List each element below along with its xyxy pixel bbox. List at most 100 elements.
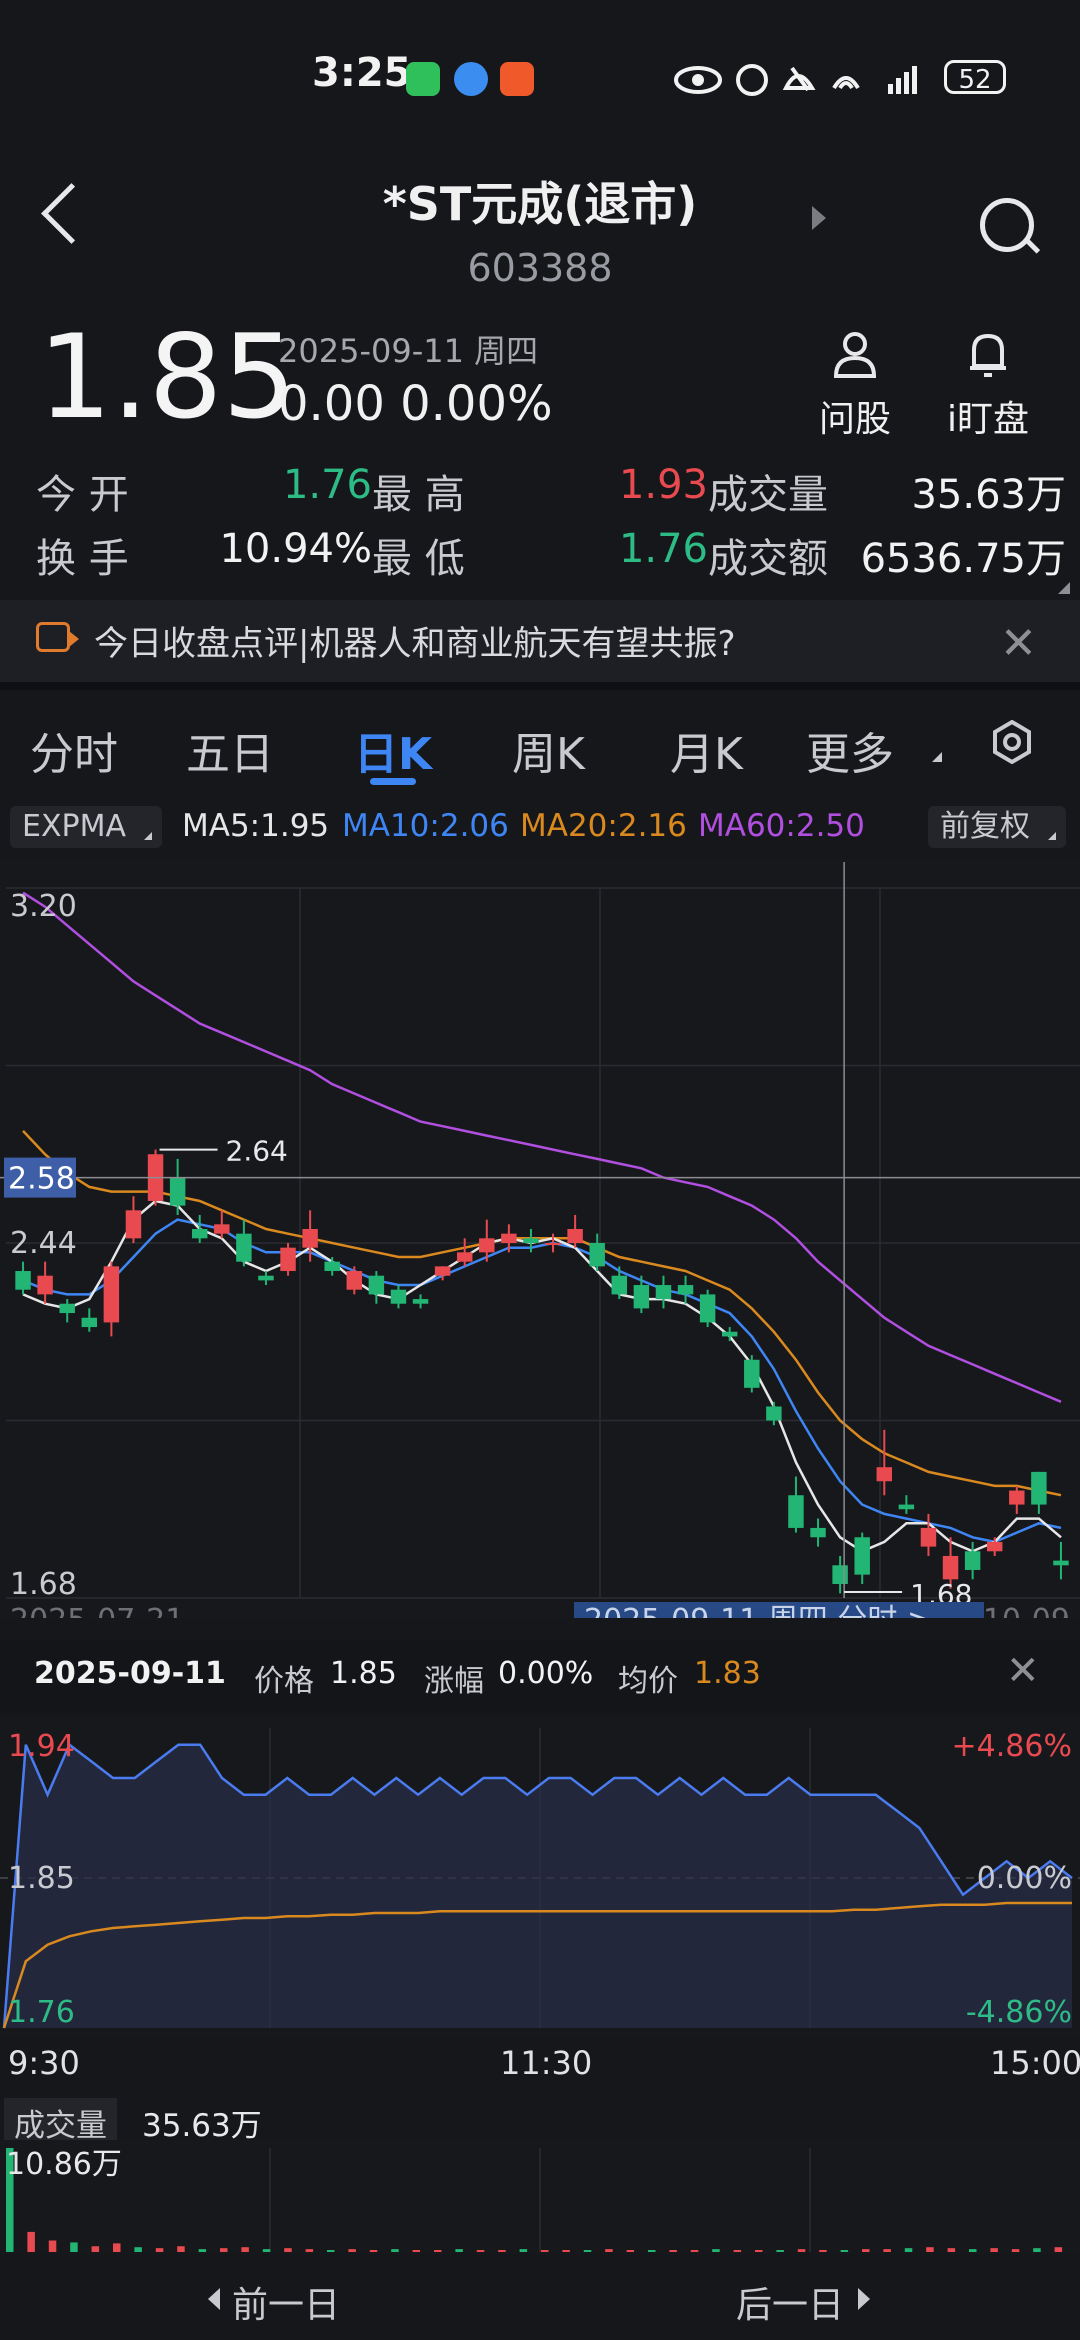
watch-button[interactable]: i盯盘 <box>946 399 1029 440</box>
candle-body <box>324 1261 340 1272</box>
volume-max-label: 10.86万 <box>6 2147 122 2182</box>
mute-icon <box>782 66 816 92</box>
candle-body <box>986 1541 1003 1552</box>
volume-bar <box>690 2250 699 2252</box>
candle-body <box>191 1228 208 1239</box>
candle-body <box>81 1317 98 1328</box>
close-intraday-icon[interactable]: ✕ <box>1006 1648 1040 1694</box>
next-stock-icon[interactable] <box>812 206 826 230</box>
volume-bar <box>262 2249 271 2252</box>
news-banner[interactable] <box>0 600 1080 682</box>
price-value: 1.85 <box>330 1656 397 1691</box>
tab-daily-k[interactable]: 日K <box>354 729 433 780</box>
stat-value: 35.63万 <box>911 472 1066 518</box>
x-tick-label: 11:30 <box>500 2044 593 2082</box>
candle-body <box>412 1299 429 1304</box>
candle-body <box>633 1285 650 1309</box>
volume-bar <box>48 2240 57 2252</box>
candle-body <box>103 1266 120 1323</box>
more-dropdown-icon[interactable] <box>932 752 942 762</box>
wechat-icon <box>406 62 440 96</box>
volume-total: 35.63万 <box>142 2108 262 2144</box>
adjust-select[interactable]: 前复权 <box>928 806 1066 848</box>
crosshair-date-box <box>574 1602 984 1618</box>
prev-arrow-icon[interactable] <box>208 2288 220 2310</box>
volume-bar <box>241 2247 249 2252</box>
candle-body <box>721 1331 738 1337</box>
alarm-icon <box>736 64 768 96</box>
volume-bar <box>712 2249 720 2252</box>
candle-body <box>854 1537 870 1575</box>
y-right-label: 0.00% <box>977 1861 1072 1896</box>
active-tab-underline <box>370 778 416 785</box>
candle-body <box>125 1210 142 1239</box>
candle-body <box>766 1406 782 1421</box>
indicator-select[interactable]: EXPMA <box>10 806 163 848</box>
stock-title: *ST元成(退市) <box>382 177 698 231</box>
volume-bar <box>348 2249 356 2252</box>
next-arrow-icon[interactable] <box>858 2288 870 2310</box>
volume-chart: 10.86万 <box>0 2140 1080 2254</box>
volume-bar <box>583 2250 592 2252</box>
tab-five-day[interactable]: 五日 <box>186 729 274 780</box>
y-left-label: 1.85 <box>8 1861 75 1896</box>
current-price: 1.85 <box>38 310 297 445</box>
stat-label: 最 低 <box>372 536 465 582</box>
ma5-line <box>22 1199 1062 1553</box>
ask-stock-icon[interactable] <box>832 330 878 380</box>
intraday-chart[interactable]: 1.94 1.85 1.76 +4.86% 0.00% -4.86% <box>0 1718 1080 2038</box>
candle-body <box>677 1285 694 1295</box>
volume-bar <box>434 2250 442 2252</box>
close-icon[interactable]: ✕ <box>1000 618 1037 669</box>
stock-code: 603388 <box>467 246 613 290</box>
x-tick-label: 15:00 <box>990 2044 1080 2082</box>
prev-day-button[interactable]: 前一日 <box>232 2285 341 2326</box>
ask-stock-button[interactable]: 问股 <box>818 399 891 440</box>
tab-more[interactable]: 更多 <box>806 729 894 780</box>
y-tick-label: 3.20 <box>10 889 77 924</box>
stat-value: 1.76 <box>618 526 708 572</box>
volume-label: 成交量 <box>4 2098 117 2147</box>
quote-date: 2025-09-11 周四 <box>278 332 539 370</box>
candle-body <box>169 1177 186 1206</box>
stat-value: 1.76 <box>282 462 372 508</box>
kline-chart[interactable]: 3.202.441.682.582.641.682025-07-212025-0… <box>0 858 1080 1618</box>
candle-body <box>589 1243 605 1267</box>
settings-icon[interactable] <box>990 720 1034 764</box>
browser-icon <box>454 62 488 96</box>
ma5-label: MA5:1.95 <box>182 808 330 844</box>
candle-body <box>832 1565 848 1584</box>
candle-body <box>501 1233 517 1243</box>
volume-bar <box>926 2247 934 2252</box>
candle-body <box>258 1275 274 1281</box>
tab-intraday[interactable]: 分时 <box>30 729 118 780</box>
y-tick-label: 2.44 <box>10 1226 77 1261</box>
volume-bar <box>733 2250 742 2252</box>
next-day-button[interactable]: 后一日 <box>736 2285 845 2326</box>
banner-text[interactable]: 今日收盘点评|机器人和商业航天有望共振? <box>94 624 736 664</box>
candle-body <box>788 1495 804 1528</box>
max-price-label: 2.64 <box>226 1135 288 1168</box>
change-label: 涨幅 <box>424 1664 484 1699</box>
candle-body <box>456 1252 473 1262</box>
search-icon[interactable] <box>980 198 1034 252</box>
candle-body <box>611 1275 628 1295</box>
y-right-label: +4.86% <box>952 1729 1072 1764</box>
tab-monthly-k[interactable]: 月K <box>670 729 743 780</box>
ma10-label: MA10:2.06 <box>342 808 509 844</box>
bell-icon[interactable] <box>966 330 1010 380</box>
candle-body <box>302 1228 318 1248</box>
volume-bar <box>113 2243 121 2252</box>
volume-bar <box>605 2249 613 2252</box>
candle-body <box>368 1275 385 1295</box>
candle-body <box>567 1228 583 1243</box>
x-end-label: 10-09 <box>983 1603 1070 1618</box>
candle-body <box>699 1294 716 1323</box>
volume-bar <box>6 2148 14 2252</box>
volume-bar <box>134 2247 142 2252</box>
stat-label: 成交量 <box>708 472 828 518</box>
volume-bar <box>498 2250 506 2252</box>
tab-weekly-k[interactable]: 周K <box>512 729 585 780</box>
expand-corner-icon[interactable] <box>1058 582 1070 594</box>
crosshair-price-box <box>4 1157 76 1198</box>
